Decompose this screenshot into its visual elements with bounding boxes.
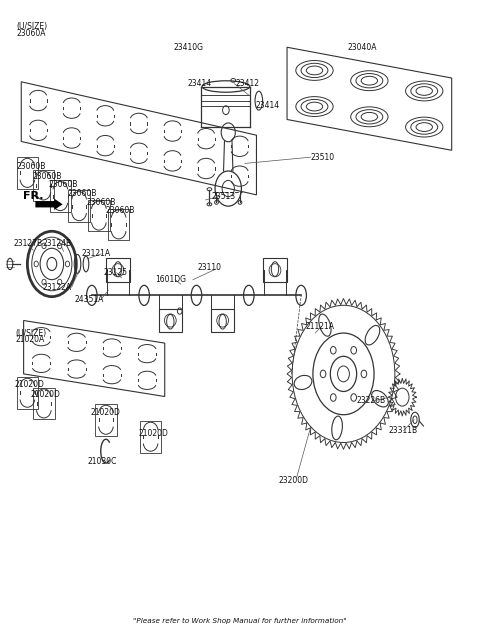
Text: 23122A: 23122A xyxy=(42,283,72,292)
Text: 23060B: 23060B xyxy=(67,189,97,198)
Text: FR.: FR. xyxy=(23,191,43,201)
FancyArrow shape xyxy=(36,199,63,210)
Text: 23060B: 23060B xyxy=(48,180,78,189)
Text: 21030C: 21030C xyxy=(87,457,117,467)
Text: 21020D: 21020D xyxy=(14,380,44,389)
Text: 23414: 23414 xyxy=(187,79,212,88)
Text: 23110: 23110 xyxy=(198,263,222,272)
Text: 23060A: 23060A xyxy=(16,29,46,38)
Text: 21020D: 21020D xyxy=(139,429,169,438)
Text: "Please refer to Work Shop Manual for further information": "Please refer to Work Shop Manual for fu… xyxy=(133,618,347,624)
Text: 23200D: 23200D xyxy=(278,476,309,485)
Text: 1601DG: 1601DG xyxy=(156,275,186,284)
Text: 23311B: 23311B xyxy=(388,426,417,435)
Text: 23412: 23412 xyxy=(235,79,259,88)
Text: 21121A: 21121A xyxy=(306,322,335,331)
Text: 21020D: 21020D xyxy=(31,390,60,399)
Text: 23060B: 23060B xyxy=(106,206,135,215)
Text: (U/SIZE): (U/SIZE) xyxy=(15,329,46,338)
Text: 23040A: 23040A xyxy=(348,43,377,52)
Text: 23060B: 23060B xyxy=(32,172,61,181)
Text: 21020A: 21020A xyxy=(15,335,44,344)
Text: 21020D: 21020D xyxy=(91,408,121,417)
Text: 23124B: 23124B xyxy=(42,239,72,248)
Text: 23410G: 23410G xyxy=(173,43,203,52)
Text: 23060B: 23060B xyxy=(86,198,116,207)
Text: 24351A: 24351A xyxy=(74,295,104,304)
Text: 23513: 23513 xyxy=(212,192,236,201)
Text: 23060B: 23060B xyxy=(16,162,46,171)
Text: 23121A: 23121A xyxy=(81,249,110,258)
Text: (U/SIZE): (U/SIZE) xyxy=(16,22,48,31)
Text: 23127B: 23127B xyxy=(13,239,42,248)
Text: 23414: 23414 xyxy=(255,101,279,110)
Text: 23226B: 23226B xyxy=(357,396,386,405)
Text: 23510: 23510 xyxy=(311,153,335,162)
Text: 23125: 23125 xyxy=(104,268,128,278)
